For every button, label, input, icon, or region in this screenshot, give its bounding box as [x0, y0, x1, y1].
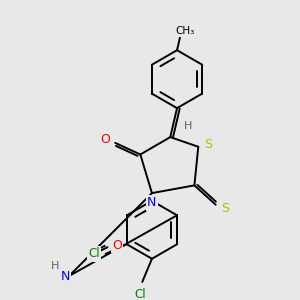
Text: O: O [112, 239, 122, 252]
Text: O: O [100, 134, 110, 146]
Text: S: S [221, 202, 229, 215]
Text: N: N [60, 270, 70, 283]
Text: H: H [51, 262, 60, 272]
Text: Cl: Cl [134, 288, 146, 300]
Text: S: S [204, 138, 212, 151]
Text: N: N [147, 196, 157, 209]
Text: CH₃: CH₃ [175, 26, 194, 36]
Text: H: H [184, 121, 192, 130]
Text: Cl: Cl [88, 248, 100, 260]
